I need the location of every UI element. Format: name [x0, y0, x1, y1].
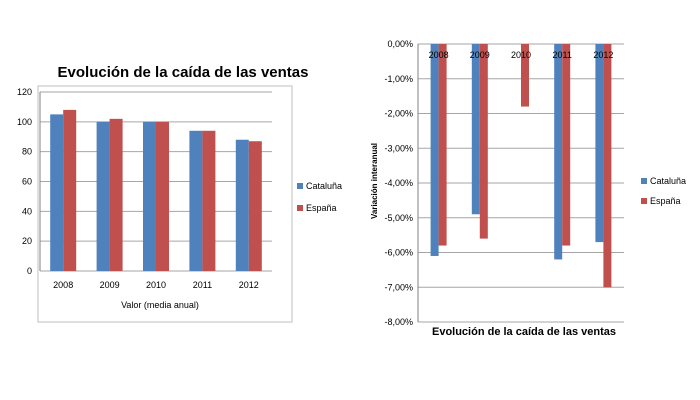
right-x-tick-label: 2011 [553, 50, 572, 60]
left-x-tick-label: 2012 [239, 280, 259, 290]
right-legend-swatch-España [641, 198, 647, 204]
left-bar-Cataluña-2008 [50, 114, 64, 271]
right-y-tick-label: -8,00% [384, 317, 413, 327]
left-bar-España-2012 [248, 141, 262, 271]
chart-right-y-axis-label: Variación interanual [370, 143, 379, 219]
right-y-tick-label: -5,00% [384, 213, 413, 223]
right-y-tick-label: -1,00% [384, 74, 413, 84]
right-bar-Cataluña-2012 [595, 44, 604, 243]
right-bar-España-2009 [479, 44, 488, 239]
left-x-tick-label: 2008 [53, 280, 73, 290]
right-y-tick-label: -7,00% [384, 282, 413, 292]
right-x-tick-label: 2012 [593, 50, 613, 60]
right-bar-España-2010 [521, 44, 529, 107]
left-legend-label: Cataluña [306, 181, 342, 191]
right-x-tick-label: 2008 [429, 50, 449, 60]
left-x-tick-label: 2009 [100, 280, 120, 290]
left-bar-España-2008 [63, 109, 77, 272]
right-bar-Cataluña-2009 [471, 44, 480, 215]
left-bar-España-2010 [156, 121, 169, 271]
right-bar-Cataluña-2011 [554, 44, 563, 260]
right-legend-swatch-Cataluña [641, 178, 647, 184]
left-x-tick-label: 2011 [193, 280, 212, 290]
right-x-tick-label: 2010 [511, 50, 531, 60]
chart-left-svg: Evolución de la caída de las ventas Valo… [17, 64, 342, 323]
chart-left-x-axis-label: Valor (media anual) [121, 300, 199, 310]
left-bar-Cataluña-2009 [96, 121, 110, 271]
left-y-tick-label: 100 [17, 117, 32, 127]
left-y-tick-label: 40 [22, 206, 32, 216]
right-y-tick-label: -2,00% [384, 109, 413, 119]
right-y-tick-label: -4,00% [384, 178, 413, 188]
right-legend-label: España [650, 196, 681, 206]
right-bar-España-2008 [438, 44, 447, 246]
left-y-tick-label: 60 [22, 177, 32, 187]
chart-left-title: Evolución de la caída de las ventas [58, 64, 309, 81]
left-x-tick-label: 2010 [146, 280, 166, 290]
left-bar-España-2009 [109, 118, 123, 271]
right-y-tick-label: -6,00% [384, 248, 413, 258]
left-bar-Cataluña-2010 [143, 121, 156, 271]
right-bar-España-2011 [562, 44, 571, 246]
left-y-tick-label: 20 [22, 236, 32, 246]
left-y-tick-label: 120 [17, 87, 32, 97]
right-legend-label: Cataluña [650, 176, 686, 186]
left-bar-Cataluña-2012 [235, 139, 249, 271]
left-legend-swatch-España [297, 205, 303, 211]
right-bar-Cataluña-2008 [430, 44, 439, 256]
chart-right-title: Evolución de la caída de las ventas [432, 326, 616, 338]
right-bar-España-2012 [603, 44, 612, 288]
left-bar-Cataluña-2011 [189, 130, 203, 271]
left-bar-España-2011 [202, 130, 216, 271]
left-legend-label: España [306, 203, 337, 213]
chart-left: Evolución de la caída de las ventas Valo… [0, 0, 342, 400]
chart-right-svg: Evolución de la caída de las ventas Vari… [370, 39, 686, 338]
right-y-tick-label: 0,00% [387, 39, 413, 49]
chart-right: Evolución de la caída de las ventas Vari… [350, 0, 700, 400]
left-y-tick-label: 0 [27, 266, 32, 276]
right-x-tick-label: 2009 [470, 50, 490, 60]
left-y-tick-label: 80 [22, 147, 32, 157]
left-legend-swatch-Cataluña [297, 183, 303, 189]
right-y-tick-label: -3,00% [384, 143, 413, 153]
